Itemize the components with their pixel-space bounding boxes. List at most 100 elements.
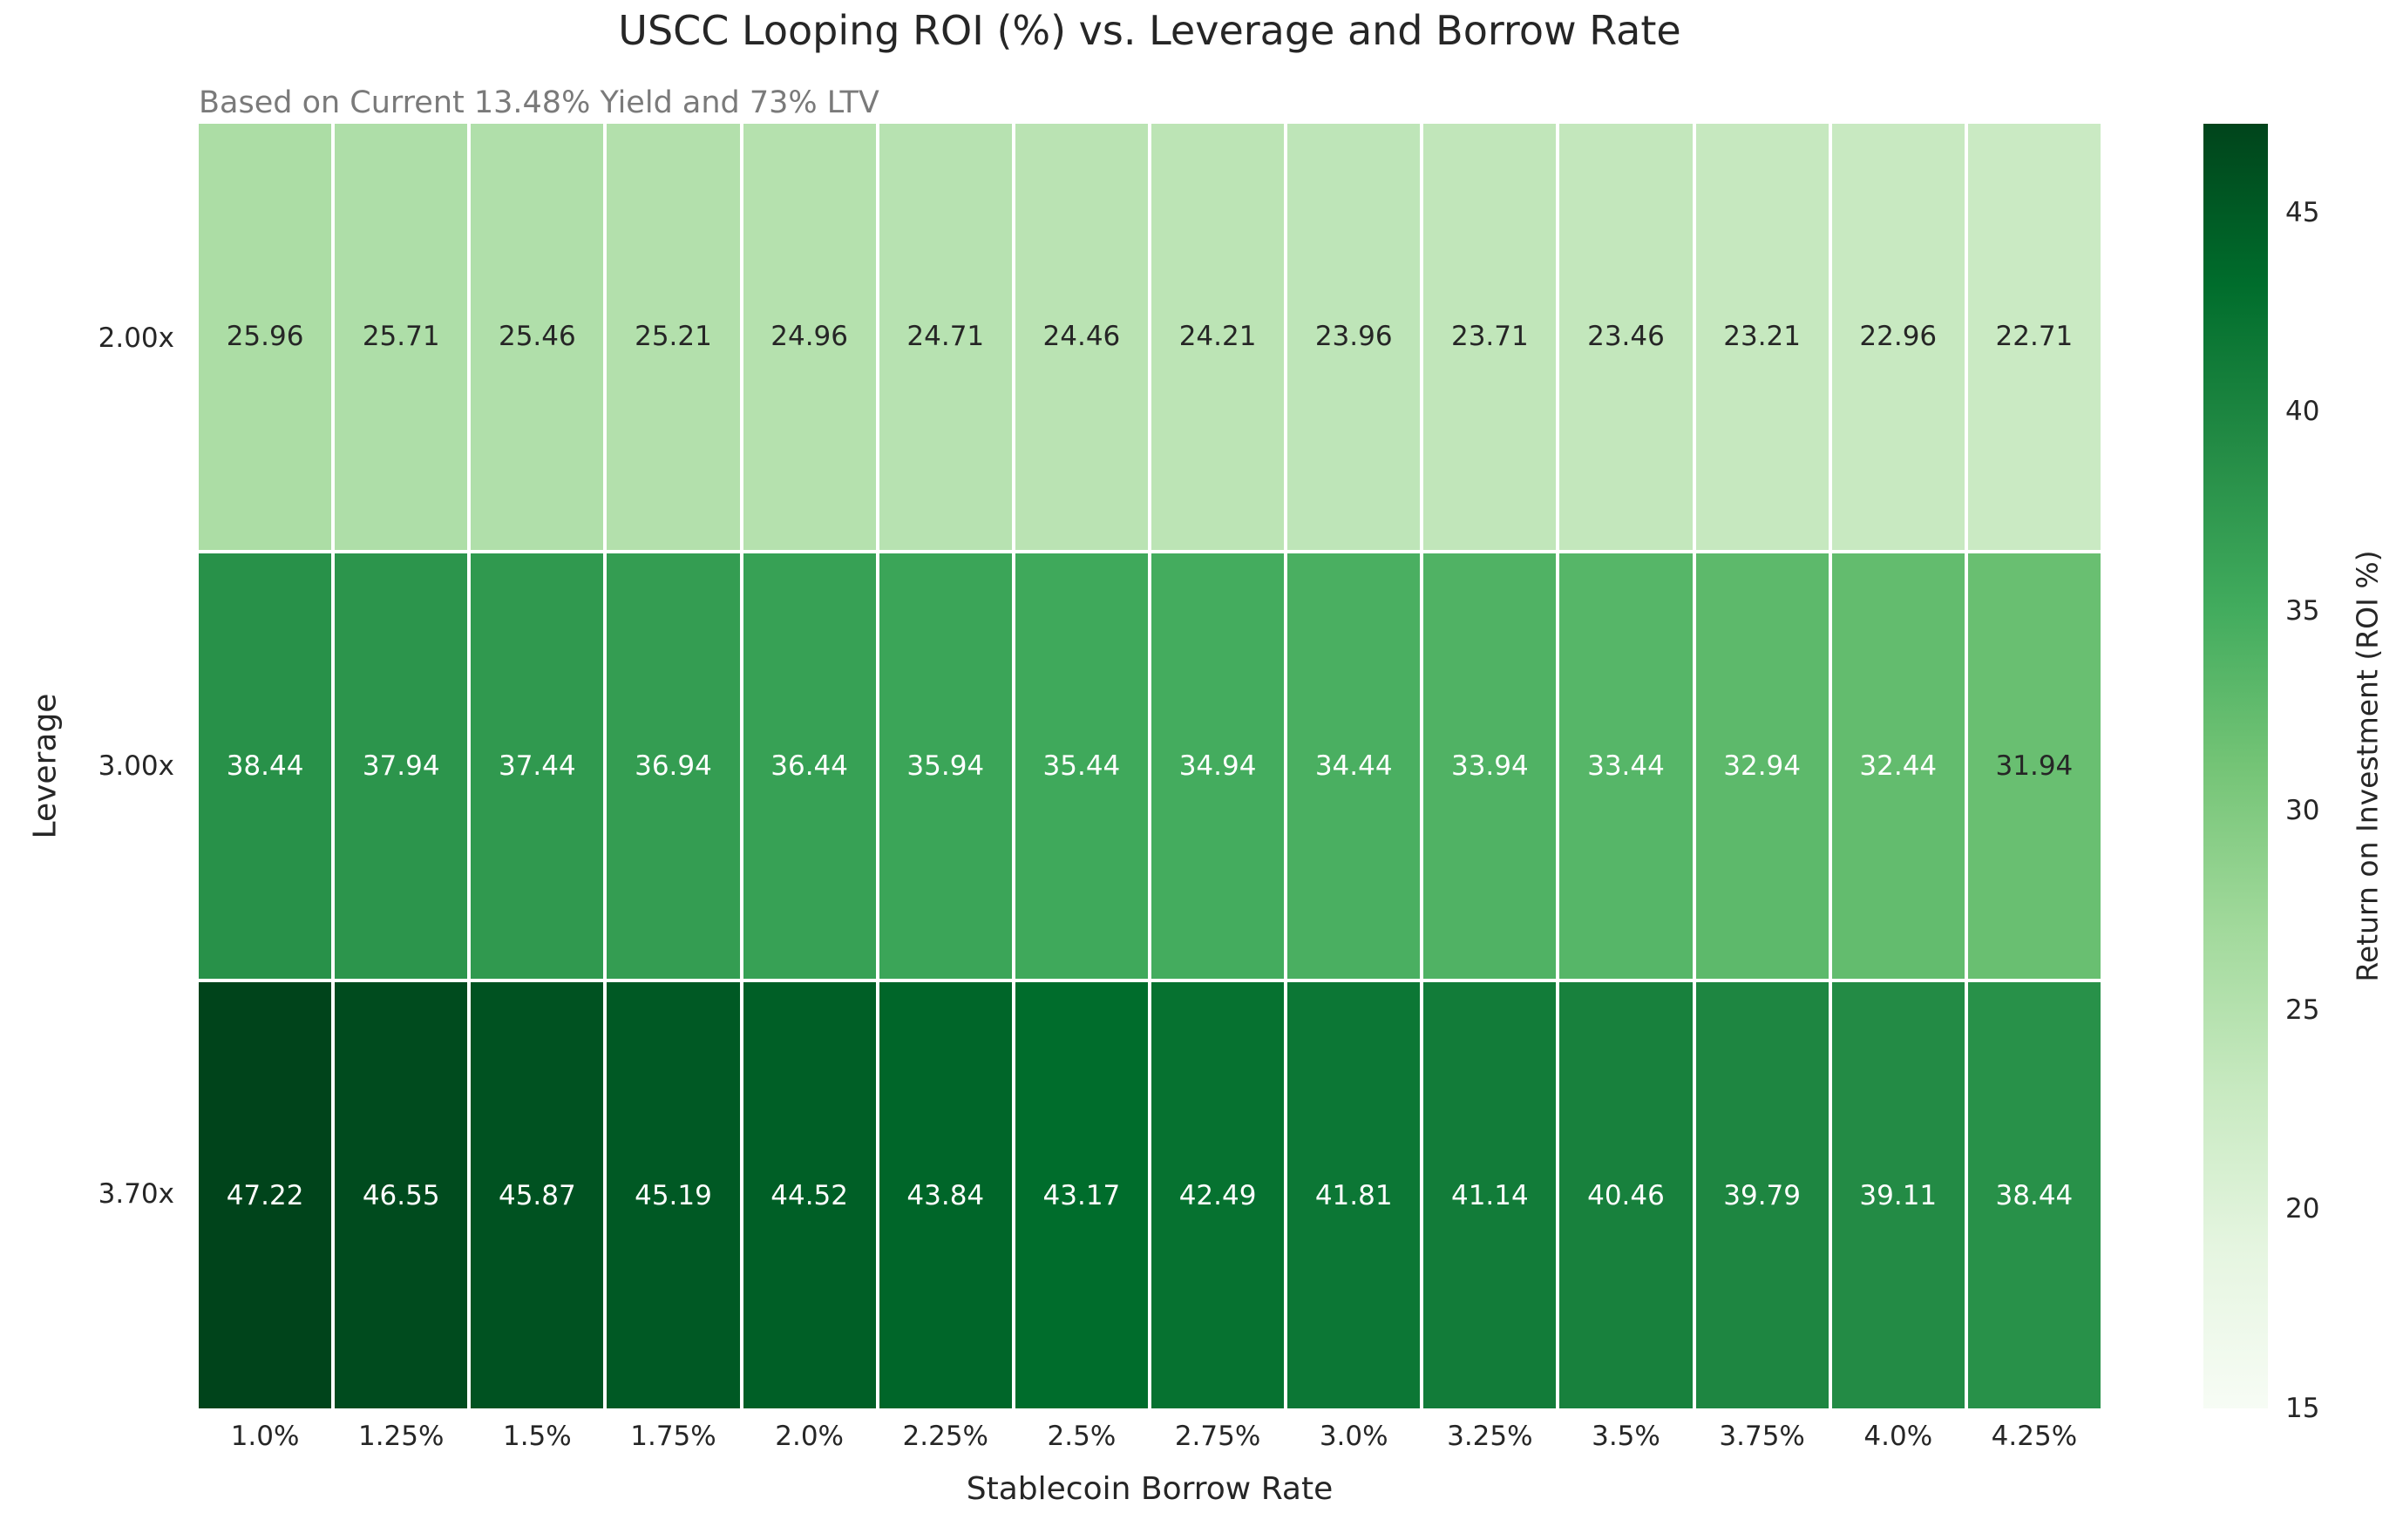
- cell-value: 34.94: [1178, 750, 1257, 782]
- heatmap-cell: 22.71: [1967, 124, 2101, 550]
- x-tick-label: 2.0%: [775, 1421, 845, 1452]
- colorbar-tick-label: 30: [2285, 794, 2320, 826]
- heatmap-cell: 24.71: [879, 124, 1012, 550]
- colorbar-gradient: [2203, 124, 2268, 1408]
- heatmap-cell: 36.44: [743, 553, 876, 980]
- x-tick-label: 3.5%: [1592, 1421, 1660, 1452]
- heatmap-cell: 25.71: [335, 124, 468, 550]
- cell-value: 41.81: [1314, 1179, 1393, 1211]
- heatmap-cell: 36.94: [607, 553, 740, 980]
- heatmap-cell: 24.96: [743, 124, 876, 550]
- chart-title: USCC Looping ROI (%) vs. Leverage and Bo…: [618, 7, 1681, 54]
- cell-value: 45.87: [498, 1179, 576, 1211]
- cell-value: 46.55: [362, 1179, 440, 1211]
- heatmap-cell: 39.11: [1831, 982, 1965, 1408]
- x-tick-label: 2.25%: [902, 1421, 989, 1452]
- colorbar-tick-label: 35: [2285, 595, 2320, 628]
- heatmap-cell: 25.46: [471, 124, 604, 550]
- heatmap-cell: 34.94: [1151, 553, 1285, 980]
- cell-value: 33.44: [1587, 750, 1665, 782]
- cell-value: 22.96: [1859, 321, 1938, 353]
- y-axis-tick-labels: 2.00x 3.00x 3.70x: [0, 124, 187, 1408]
- cell-value: 24.71: [906, 321, 985, 353]
- heatmap-cell: 25.96: [199, 124, 332, 550]
- heatmap-cell: 33.44: [1559, 553, 1693, 980]
- heatmap-cell: 24.21: [1151, 124, 1285, 550]
- cell-value: 38.44: [1995, 1179, 2074, 1211]
- heatmap-cell: 46.55: [335, 982, 468, 1408]
- heatmap-cell: 23.96: [1287, 124, 1421, 550]
- heatmap-cell: 43.84: [879, 982, 1012, 1408]
- cell-value: 25.46: [498, 321, 576, 353]
- colorbar-tick-label: 45: [2285, 196, 2320, 228]
- cell-value: 36.94: [635, 750, 712, 782]
- heatmap-cell: 23.71: [1423, 124, 1557, 550]
- y-tick-label: 2.00x: [98, 322, 174, 354]
- cell-value: 44.52: [770, 1179, 848, 1211]
- heatmap-cell: 31.94: [1967, 553, 2101, 980]
- heatmap-cell: 32.94: [1695, 553, 1829, 980]
- heatmap-cell: 32.44: [1831, 553, 1965, 980]
- cell-value: 37.94: [362, 750, 440, 782]
- heatmap-cell: 34.44: [1287, 553, 1421, 980]
- cell-value: 37.44: [498, 750, 576, 782]
- x-tick-label: 3.0%: [1319, 1421, 1388, 1452]
- cell-value: 36.44: [770, 750, 848, 782]
- x-tick-label: 2.75%: [1174, 1421, 1261, 1452]
- cell-value: 35.94: [906, 750, 985, 782]
- cell-value: 42.49: [1178, 1179, 1257, 1211]
- cell-value: 40.46: [1587, 1179, 1665, 1211]
- cell-value: 43.17: [1042, 1179, 1121, 1211]
- cell-value: 31.94: [1995, 750, 2074, 782]
- chart-subtitle: Based on Current 13.48% Yield and 73% LT…: [199, 85, 879, 120]
- colorbar-tick-label: 20: [2285, 1193, 2320, 1225]
- cell-value: 23.96: [1314, 321, 1393, 353]
- cell-value: 24.21: [1178, 321, 1257, 353]
- cell-value: 23.21: [1723, 321, 1801, 353]
- heatmap-cell: 33.94: [1423, 553, 1557, 980]
- x-tick-label: 3.75%: [1719, 1421, 1805, 1452]
- heatmap-cell: 45.19: [607, 982, 740, 1408]
- heatmap-cell: 35.94: [879, 553, 1012, 980]
- cell-value: 23.71: [1450, 321, 1529, 353]
- x-tick-label: 1.0%: [230, 1421, 300, 1452]
- cell-value: 38.44: [226, 750, 304, 782]
- colorbar-tick-label: 40: [2285, 396, 2320, 428]
- heatmap-cell: 39.79: [1695, 982, 1829, 1408]
- y-tick-label: 3.70x: [98, 1178, 174, 1211]
- cell-value: 33.94: [1450, 750, 1529, 782]
- y-tick-label: 3.00x: [98, 750, 174, 782]
- heatmap-cell: 45.87: [471, 982, 604, 1408]
- cell-value: 24.96: [770, 321, 848, 353]
- heatmap-cell: 41.14: [1423, 982, 1557, 1408]
- colorbar-axis-label: Return on Investment (ROI %): [2350, 550, 2385, 982]
- heatmap-cell: 22.96: [1831, 124, 1965, 550]
- heatmap-cell: 47.22: [199, 982, 332, 1408]
- cell-value: 47.22: [226, 1179, 304, 1211]
- colorbar-tick-label: 25: [2285, 994, 2320, 1026]
- x-tick-label: 1.5%: [502, 1421, 572, 1452]
- cell-value: 23.46: [1587, 321, 1665, 353]
- cell-value: 39.11: [1859, 1179, 1938, 1211]
- heatmap-cell: 43.17: [1015, 982, 1148, 1408]
- cell-value: 24.46: [1042, 321, 1121, 353]
- heatmap-cell: 44.52: [743, 982, 876, 1408]
- heatmap-cell: 23.21: [1695, 124, 1829, 550]
- heatmap-cell: 38.44: [199, 553, 332, 980]
- heatmap-cell: 23.46: [1559, 124, 1693, 550]
- cell-value: 41.14: [1450, 1179, 1529, 1211]
- heatmap-grid: 25.96 25.71 25.46 25.21 24.96 24.71 24.46 24.21…: [199, 124, 2101, 1408]
- heatmap-cell: 38.44: [1967, 982, 2101, 1408]
- x-tick-label: 3.25%: [1447, 1421, 1533, 1452]
- x-axis-tick-labels: 1.0% 1.25% 1.5% 1.75% 2.0% 2.25% 2.5% 2.75% 3.0%…: [199, 1421, 2101, 1452]
- heatmap-cell: 35.44: [1015, 553, 1148, 980]
- cell-value: 25.96: [226, 321, 304, 353]
- cell-value: 35.44: [1042, 750, 1121, 782]
- cell-value: 32.44: [1859, 750, 1938, 782]
- cell-value: 43.84: [906, 1179, 985, 1211]
- colorbar-tick-label: 15: [2285, 1393, 2320, 1424]
- cell-value: 25.21: [635, 321, 712, 353]
- x-tick-label: 1.75%: [630, 1421, 716, 1452]
- x-axis-label: Stablecoin Borrow Rate: [966, 1471, 1334, 1507]
